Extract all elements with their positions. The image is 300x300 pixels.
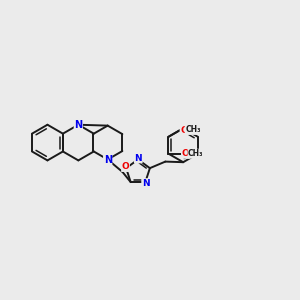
Text: O: O [122, 162, 129, 171]
Text: N: N [74, 120, 83, 130]
Text: N: N [142, 179, 149, 188]
Text: CH₃: CH₃ [185, 125, 201, 134]
Text: N: N [103, 154, 112, 164]
Text: O: O [180, 126, 188, 135]
Text: N: N [134, 154, 142, 163]
Text: O: O [182, 149, 189, 158]
Text: CH₃: CH₃ [188, 149, 204, 158]
